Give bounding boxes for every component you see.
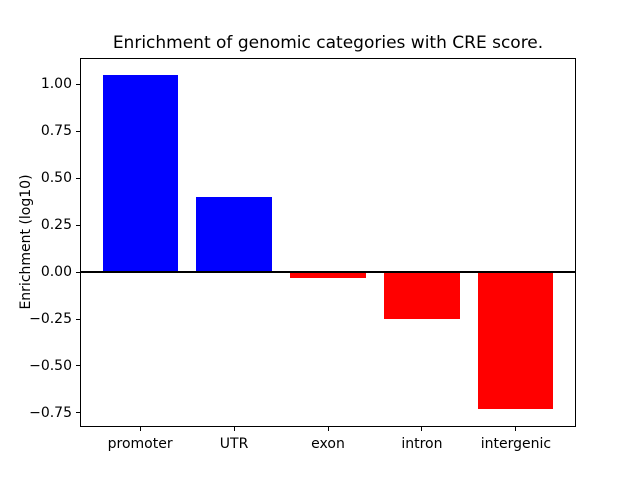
- x-tick-mark: [421, 427, 423, 431]
- y-tick-mark: [76, 177, 80, 179]
- x-tick-label-exon: exon: [311, 436, 345, 452]
- y-tick-mark: [76, 365, 80, 367]
- y-tick-mark: [76, 224, 80, 226]
- x-tick-mark: [233, 427, 235, 431]
- x-tick-mark: [515, 427, 517, 431]
- x-tick-label-intron: intron: [401, 436, 443, 452]
- y-tick-label: 0.75: [40, 123, 72, 140]
- x-tick-mark: [327, 427, 329, 431]
- y-tick-label: −0.25: [29, 311, 72, 328]
- y-tick-mark: [76, 271, 80, 273]
- bar-UTR: [196, 196, 272, 273]
- y-tick-mark: [76, 412, 80, 414]
- y-tick-label: 1.00: [40, 76, 72, 93]
- bar-promoter: [102, 74, 178, 273]
- y-tick-label: 0.25: [40, 217, 72, 234]
- x-tick-label-promoter: promoter: [107, 436, 173, 452]
- y-tick-label: 0.00: [40, 264, 72, 281]
- y-tick-mark: [76, 318, 80, 320]
- y-tick-label: −0.75: [29, 404, 72, 421]
- x-tick-mark: [139, 427, 141, 431]
- y-tick-label: −0.50: [29, 357, 72, 374]
- chart-title: Enrichment of genomic categories with CR…: [112, 33, 544, 53]
- y-axis-label: Enrichment (log10): [18, 174, 34, 310]
- bar-intron: [384, 272, 460, 319]
- zero-line: [80, 271, 576, 274]
- y-tick-mark: [76, 83, 80, 85]
- y-tick-mark: [76, 130, 80, 132]
- bar-intergenic: [478, 272, 554, 410]
- y-tick-label: 0.50: [40, 170, 72, 187]
- x-tick-label-intergenic: intergenic: [480, 436, 552, 452]
- bar-exon: [290, 272, 366, 278]
- x-tick-label-UTR: UTR: [219, 436, 249, 452]
